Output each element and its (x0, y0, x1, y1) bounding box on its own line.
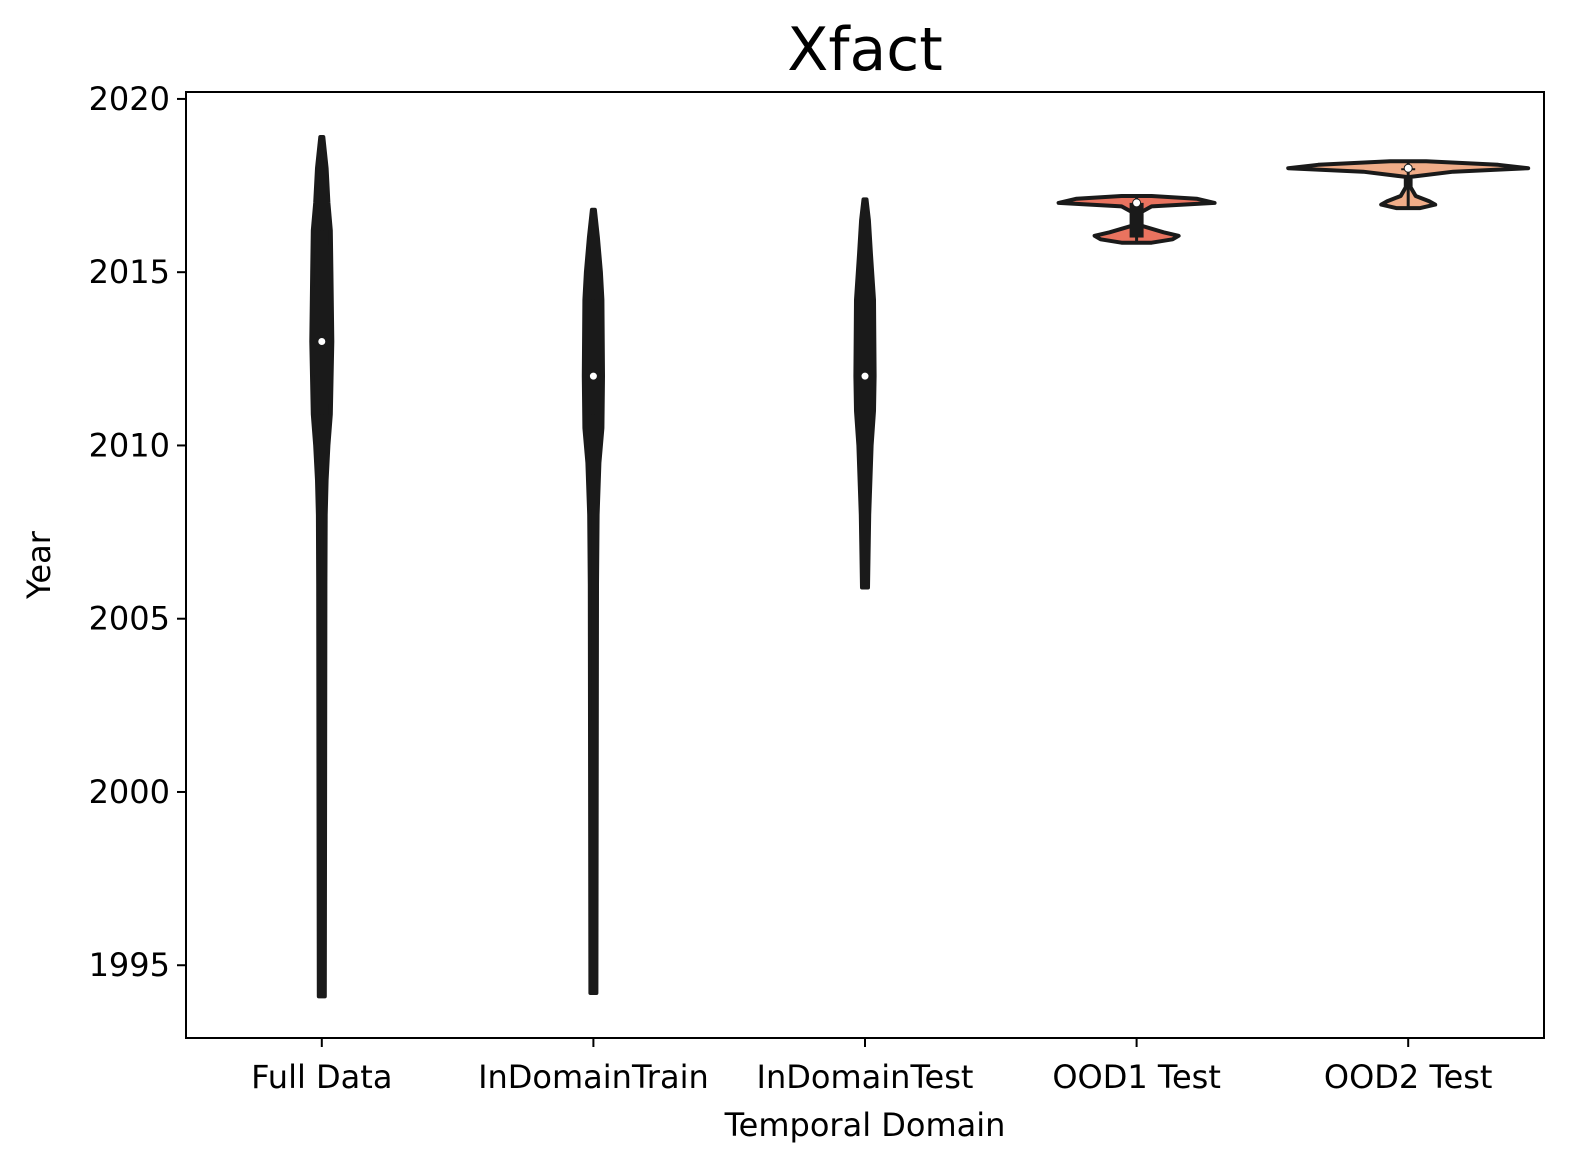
violins-group (309, 135, 1531, 999)
violin-ood2-test (1286, 159, 1531, 211)
x-tick-label: OOD2 Test (1324, 1058, 1493, 1096)
y-tick-label: 2015 (89, 253, 170, 291)
y-tick-label: 2010 (89, 426, 170, 464)
x-tick-label: InDomainTest (757, 1058, 974, 1096)
violin-median-dot (317, 336, 327, 346)
violin-median-dot (860, 371, 870, 381)
violin-ood1-test (1056, 194, 1217, 245)
y-tick-label: 1995 (89, 946, 170, 984)
x-tick-label: OOD1 Test (1052, 1058, 1221, 1096)
x-axis-label: Temporal Domain (724, 1106, 1006, 1144)
violin-iqr-box (586, 299, 601, 415)
chart-title: Xfact (787, 15, 943, 85)
x-axis-ticks: Full Data InDomainTrain InDomainTest OOD1 T… (251, 1038, 1492, 1096)
violin-full-data (309, 135, 335, 999)
violin-iqr-box (858, 299, 872, 415)
y-axis-ticks: 1995 2000 2005 2010 2015 2020 (89, 80, 186, 984)
violin-indomaintrain (581, 207, 605, 995)
x-tick-label: Full Data (251, 1058, 392, 1096)
y-tick-label: 2000 (89, 773, 170, 811)
y-axis-label: Year (20, 530, 58, 600)
y-tick-label: 2005 (89, 600, 170, 638)
y-tick-label: 2020 (89, 80, 170, 118)
violin-indomaintest (853, 197, 877, 590)
violin-iqr-box (1129, 202, 1144, 238)
violin-median-dot (1403, 163, 1413, 173)
x-tick-label: InDomainTrain (478, 1058, 709, 1096)
violin-median-dot (1132, 198, 1142, 208)
violin-iqr-box (314, 230, 329, 415)
violin-median-dot (588, 371, 598, 381)
